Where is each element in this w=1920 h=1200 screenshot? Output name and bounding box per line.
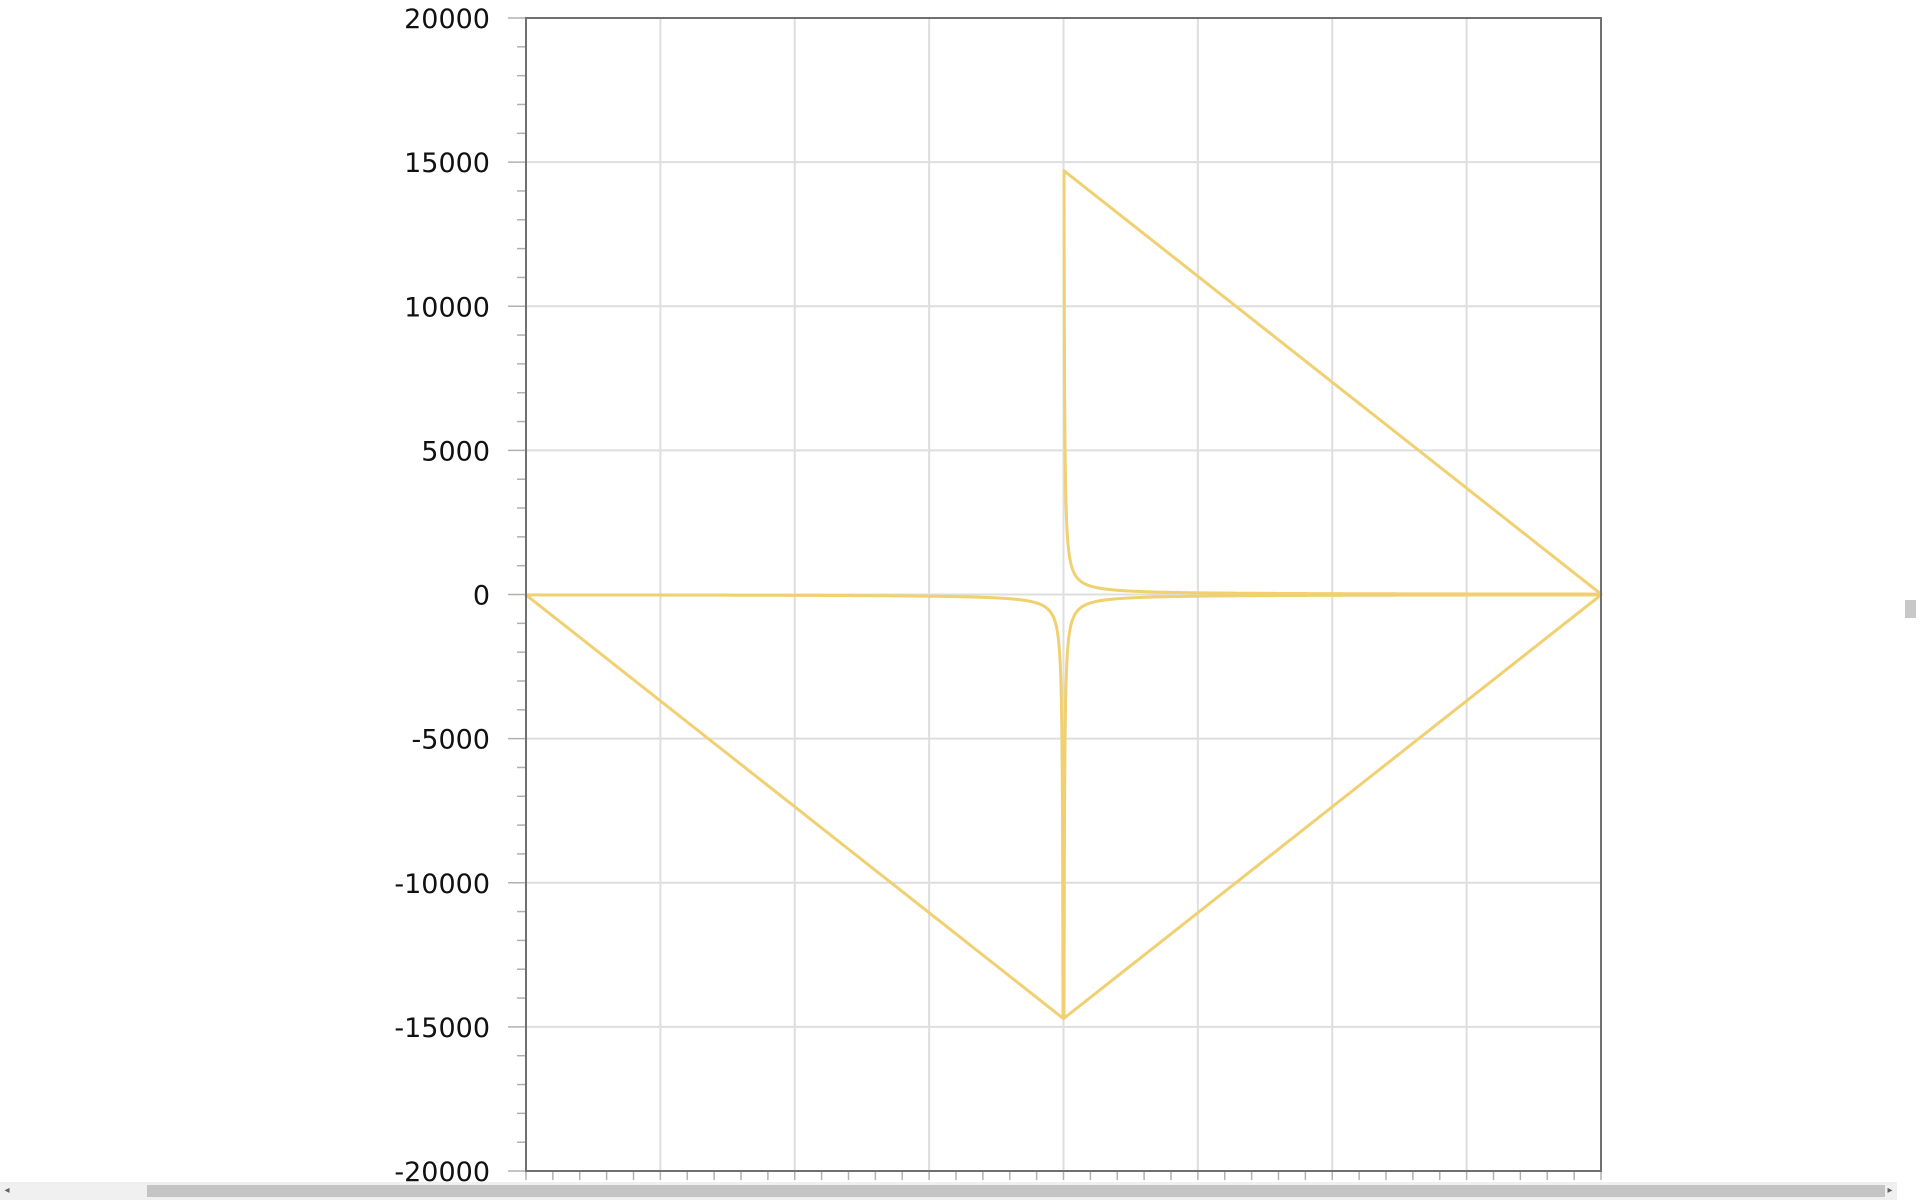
scroll-right-arrow-icon[interactable]: ▸ [1887, 1185, 1893, 1196]
y-tick-label: 0 [473, 581, 490, 612]
horizontal-scrollbar-thumb[interactable] [147, 1185, 1885, 1197]
y-tick-label: 10000 [404, 292, 490, 323]
plot-frame [525, 17, 1602, 1172]
series-layer [524, 169, 1603, 1020]
scroll-left-arrow-icon[interactable]: ◂ [4, 1185, 10, 1196]
series-line-3 [524, 593, 1065, 1020]
y-tick-label: 5000 [421, 436, 490, 467]
y-tick-label: 15000 [404, 148, 490, 179]
y-tick-label: -5000 [412, 725, 490, 756]
series-line-1 [1062, 169, 1603, 596]
y-tick-labels: 20000 15000 10000 5000 0 -5000 -10000 -15000 -20… [394, 4, 490, 1182]
chart: 20000 15000 10000 5000 0 -5000 -10000 -15000 -20… [394, 4, 1603, 1182]
y-tick-label: 20000 [404, 4, 490, 35]
series-line-2 [1062, 593, 1603, 1020]
ticks [508, 17, 1602, 1180]
y-tick-label: -20000 [394, 1157, 490, 1182]
y-tick-label: -10000 [394, 869, 490, 900]
horizontal-scrollbar[interactable]: ◂ ▸ [0, 1182, 1897, 1200]
vertical-scrollbar[interactable] [1897, 0, 1920, 1182]
vertical-scrollbar-thumb[interactable] [1905, 600, 1916, 618]
y-tick-label: -15000 [394, 1013, 490, 1044]
